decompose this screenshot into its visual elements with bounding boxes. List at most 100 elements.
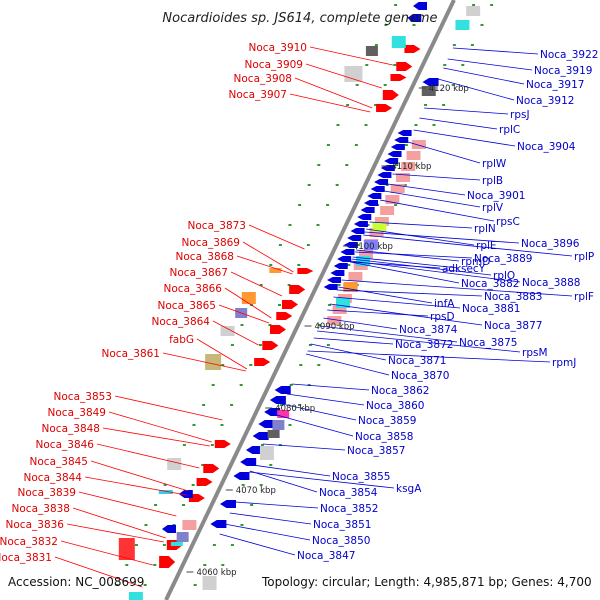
feature-box[interactable] — [170, 542, 183, 546]
gene-product-box[interactable] — [348, 272, 363, 281]
right-gene-label[interactable]: rpsJ — [510, 109, 530, 121]
right-gene-label[interactable]: rplP — [574, 251, 594, 263]
right-gene-label[interactable]: Noca_3875 — [459, 337, 517, 349]
gene-arrow-forward[interactable] — [214, 440, 231, 448]
gene-arrow-forward[interactable] — [196, 478, 213, 486]
right-gene-label[interactable]: rpmJ — [552, 357, 576, 369]
left-gene-label[interactable]: Noca_3845 — [30, 456, 88, 468]
right-gene-label[interactable]: rpsC — [496, 216, 520, 228]
gene-arrow-reverse[interactable] — [323, 284, 338, 290]
feature-box[interactable] — [344, 66, 363, 82]
feature-box[interactable] — [220, 326, 235, 336]
left-gene-label[interactable]: Noca_3853 — [54, 391, 112, 403]
right-gene-label[interactable]: Noca_3888 — [522, 277, 580, 289]
gene-arrow-reverse[interactable] — [387, 151, 402, 157]
gene-arrow-reverse[interactable] — [340, 249, 355, 255]
right-gene-label[interactable]: Noca_3862 — [371, 385, 429, 397]
gene-arrow-reverse[interactable] — [370, 186, 385, 192]
gene-arrow-forward[interactable] — [297, 268, 314, 274]
gene-arrow-forward[interactable] — [188, 494, 205, 502]
right-gene-label[interactable]: Noca_3850 — [312, 535, 370, 547]
gene-arrow-forward[interactable] — [262, 341, 279, 350]
gene-product-box[interactable] — [401, 162, 416, 171]
right-gene-label[interactable]: ksgA — [396, 483, 422, 495]
gene-arrow-reverse[interactable] — [264, 408, 281, 416]
feature-box[interactable] — [391, 36, 406, 48]
left-gene-label[interactable]: Noca_3869 — [182, 237, 240, 249]
right-gene-label[interactable]: Noca_3919 — [534, 65, 592, 77]
gene-arrow-reverse[interactable] — [364, 200, 378, 206]
right-gene-label[interactable]: rplO — [493, 270, 515, 282]
feature-box[interactable] — [158, 490, 173, 494]
gene-product-box[interactable] — [374, 217, 389, 226]
left-gene-label[interactable]: Noca_3867 — [170, 267, 228, 279]
right-gene-label[interactable]: Noca_3883 — [484, 291, 542, 303]
right-gene-label[interactable]: rplV — [482, 202, 504, 214]
feature-box[interactable] — [421, 86, 436, 96]
right-gene-label[interactable]: Noca_3847 — [297, 550, 355, 562]
left-gene-label[interactable]: Noca_3868 — [176, 251, 234, 263]
right-gene-label[interactable]: Noca_3874 — [399, 324, 458, 336]
right-gene-label[interactable]: infA — [434, 298, 455, 310]
gene-arrow-reverse[interactable] — [357, 214, 372, 220]
right-gene-label[interactable]: adk — [442, 263, 462, 275]
right-gene-label[interactable]: Noca_3896 — [521, 238, 580, 250]
right-gene-label[interactable]: Noca_3882 — [461, 278, 519, 290]
right-gene-label[interactable]: Noca_3855 — [332, 471, 390, 483]
right-gene-label[interactable]: rplB — [482, 175, 503, 187]
left-gene-label[interactable]: Noca_3864 — [152, 316, 211, 328]
gene-arrow-forward[interactable] — [254, 358, 271, 366]
gene-arrow-reverse[interactable] — [178, 490, 193, 498]
right-gene-label[interactable]: Noca_3871 — [388, 355, 446, 367]
gene-arrow-reverse[interactable] — [233, 472, 250, 480]
right-gene-label[interactable]: Noca_3889 — [474, 253, 532, 265]
left-gene-label[interactable]: Noca_3838 — [12, 503, 70, 515]
feature-box[interactable] — [128, 592, 143, 600]
gene-arrow-forward[interactable] — [282, 300, 298, 309]
feature-box[interactable] — [202, 576, 217, 590]
right-gene-label[interactable]: Noca_3901 — [467, 190, 525, 202]
right-gene-label[interactable]: rplC — [499, 124, 520, 136]
right-gene-label[interactable]: Noca_3860 — [366, 400, 424, 412]
right-gene-label[interactable]: Noca_3877 — [484, 320, 542, 332]
left-gene-label[interactable]: Noca_3832 — [0, 536, 58, 548]
gene-arrow-reverse[interactable] — [245, 446, 262, 454]
left-gene-label[interactable]: Noca_3849 — [48, 407, 106, 419]
gene-arrow-reverse[interactable] — [220, 500, 236, 508]
gene-product-box[interactable] — [406, 151, 421, 160]
gene-arrow-reverse[interactable] — [413, 2, 428, 10]
gene-arrow-reverse[interactable] — [210, 520, 227, 528]
gene-arrow-reverse[interactable] — [394, 137, 409, 143]
feature-box[interactable] — [277, 410, 290, 418]
feature-box[interactable] — [118, 538, 135, 560]
right-gene-label[interactable]: Noca_3917 — [526, 79, 584, 91]
feature-box[interactable] — [455, 20, 470, 30]
gene-product-box[interactable] — [372, 222, 387, 232]
gene-arrow-reverse[interactable] — [330, 270, 345, 276]
right-gene-label[interactable]: rplW — [482, 158, 507, 170]
feature-box[interactable] — [241, 292, 256, 304]
feature-box[interactable] — [176, 532, 189, 542]
gene-product-box[interactable] — [385, 195, 400, 204]
feature-box[interactable] — [269, 268, 282, 273]
gene-arrow-reverse[interactable] — [353, 221, 368, 227]
gene-arrow-reverse[interactable] — [397, 130, 412, 136]
gene-arrow-reverse[interactable] — [258, 420, 275, 428]
gene-product-box[interactable] — [363, 240, 378, 250]
gene-arrow-reverse[interactable] — [347, 235, 362, 241]
left-gene-label[interactable]: Noca_3865 — [158, 300, 216, 312]
gene-arrow-reverse[interactable] — [367, 193, 382, 199]
gene-arrow-reverse[interactable] — [377, 172, 392, 178]
gene-arrow-reverse[interactable] — [390, 144, 405, 150]
feature-box[interactable] — [365, 46, 378, 56]
feature-box[interactable] — [267, 430, 280, 438]
feature-box[interactable] — [259, 446, 274, 460]
gene-arrow-forward[interactable] — [382, 90, 399, 100]
gene-arrow-forward[interactable] — [270, 325, 286, 334]
left-gene-label[interactable]: Noca_3861 — [102, 348, 160, 360]
gene-product-box[interactable] — [332, 305, 347, 314]
gene-arrow-forward[interactable] — [396, 62, 413, 71]
gene-arrow-reverse[interactable] — [422, 78, 439, 86]
gene-product-box[interactable] — [327, 316, 342, 325]
gene-arrow-forward[interactable] — [289, 285, 306, 294]
